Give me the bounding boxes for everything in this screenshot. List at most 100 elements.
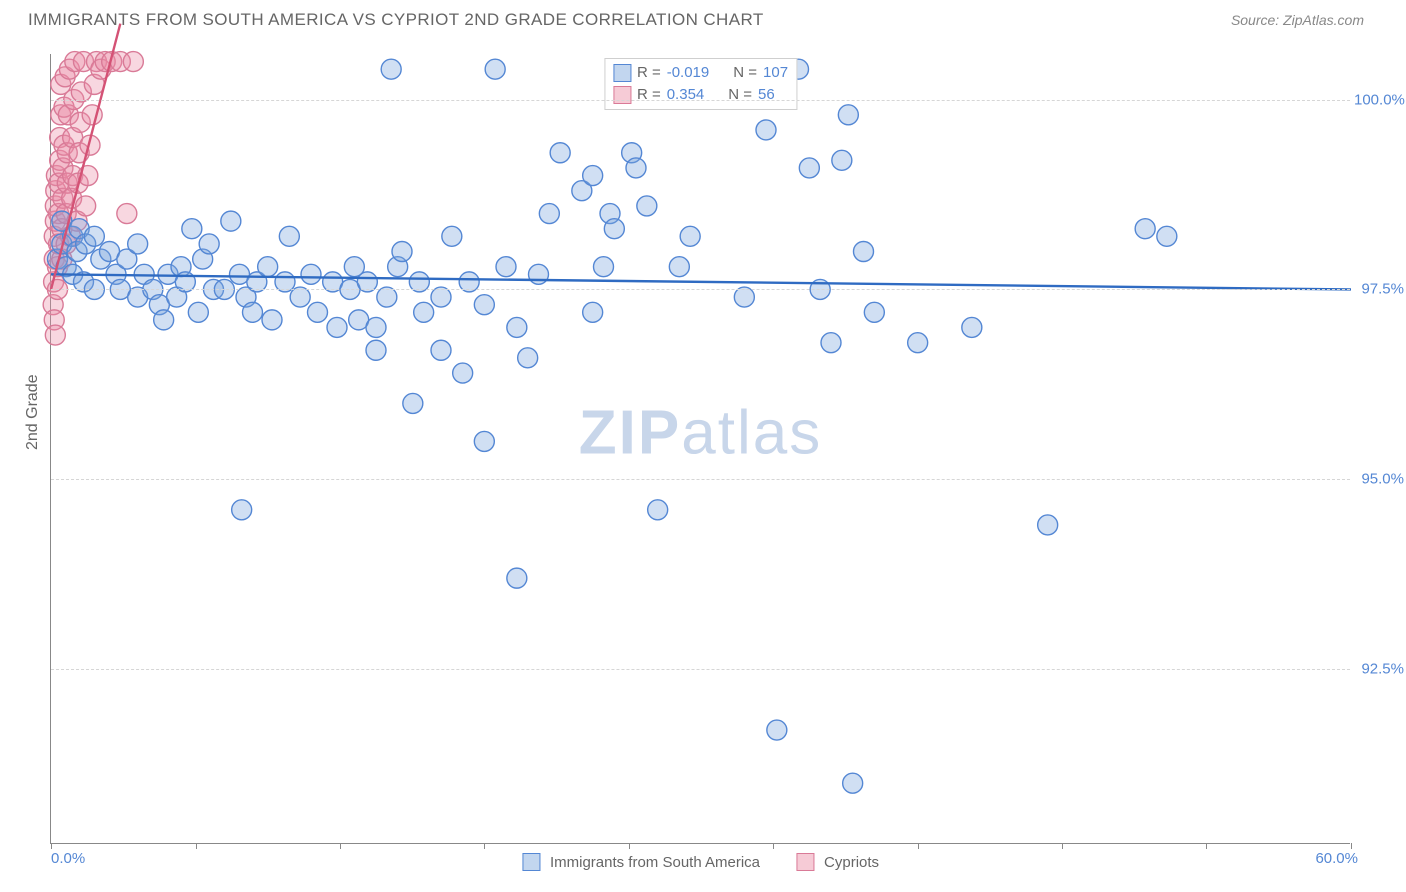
series-label-blue: Immigrants from South America xyxy=(550,854,760,871)
data-point xyxy=(199,234,219,254)
data-point xyxy=(84,226,104,246)
data-point xyxy=(594,257,614,277)
gridline xyxy=(51,479,1350,480)
data-point xyxy=(507,317,527,337)
x-tick xyxy=(773,843,774,849)
data-point xyxy=(799,158,819,178)
data-point xyxy=(669,257,689,277)
n-value-pink: 56 xyxy=(758,84,775,106)
data-point xyxy=(626,158,646,178)
data-point xyxy=(854,242,874,262)
x-tick xyxy=(196,843,197,849)
data-point xyxy=(232,500,252,520)
data-point xyxy=(431,340,451,360)
data-point xyxy=(843,773,863,793)
data-point xyxy=(864,302,884,322)
n-value-blue: 107 xyxy=(763,62,788,84)
x-tick xyxy=(51,843,52,849)
data-point xyxy=(308,302,328,322)
data-point xyxy=(76,196,96,216)
chart-svg xyxy=(51,54,1350,843)
x-tick xyxy=(1062,843,1063,849)
data-point xyxy=(485,59,505,79)
x-tick xyxy=(918,843,919,849)
data-point xyxy=(474,295,494,315)
data-point xyxy=(442,226,462,246)
data-point xyxy=(821,333,841,353)
data-point xyxy=(243,302,263,322)
data-point xyxy=(908,333,928,353)
data-point xyxy=(539,204,559,224)
data-point xyxy=(188,302,208,322)
series-label-pink: Cypriots xyxy=(824,854,879,871)
source-label: Source: ZipAtlas.com xyxy=(1231,12,1364,28)
data-point xyxy=(301,264,321,284)
data-point xyxy=(221,211,241,231)
data-point xyxy=(604,219,624,239)
data-point xyxy=(279,226,299,246)
data-point xyxy=(453,363,473,383)
x-max-label: 60.0% xyxy=(1315,850,1358,867)
y-tick-label: 92.5% xyxy=(1354,661,1404,678)
data-point xyxy=(962,317,982,337)
chart-title: IMMIGRANTS FROM SOUTH AMERICA VS CYPRIOT… xyxy=(28,10,764,30)
r-label: R = xyxy=(637,62,661,84)
data-point xyxy=(1038,515,1058,535)
data-point xyxy=(128,234,148,254)
correlation-legend: R = -0.019 N = 107 R = 0.354 N = 56 xyxy=(604,58,797,110)
data-point xyxy=(381,59,401,79)
legend-row-blue: R = -0.019 N = 107 xyxy=(613,62,788,84)
data-point xyxy=(474,431,494,451)
data-point xyxy=(366,340,386,360)
data-point xyxy=(123,52,143,72)
legend-swatch-pink-icon xyxy=(613,86,631,104)
x-tick xyxy=(629,843,630,849)
data-point xyxy=(583,166,603,186)
gridline xyxy=(51,289,1350,290)
gridline xyxy=(51,100,1350,101)
legend-swatch-blue-icon xyxy=(522,853,540,871)
data-point xyxy=(838,105,858,125)
y-tick-label: 97.5% xyxy=(1354,281,1404,298)
data-point xyxy=(262,310,282,330)
data-point xyxy=(767,720,787,740)
y-tick-label: 100.0% xyxy=(1354,91,1404,108)
legend-swatch-blue-icon xyxy=(613,64,631,82)
legend-swatch-pink-icon xyxy=(796,853,814,871)
series-legend: Immigrants from South America Cypriots xyxy=(522,853,879,871)
x-min-label: 0.0% xyxy=(51,850,85,867)
y-axis-label: 2nd Grade xyxy=(24,374,42,450)
data-point xyxy=(518,348,538,368)
data-point xyxy=(1157,226,1177,246)
data-point xyxy=(550,143,570,163)
data-point xyxy=(366,317,386,337)
data-point xyxy=(182,219,202,239)
data-point xyxy=(45,325,65,345)
x-tick xyxy=(340,843,341,849)
data-point xyxy=(507,568,527,588)
x-tick xyxy=(1206,843,1207,849)
data-point xyxy=(529,264,549,284)
data-point xyxy=(637,196,657,216)
data-point xyxy=(832,150,852,170)
legend-row-pink: R = 0.354 N = 56 xyxy=(613,84,788,106)
data-point xyxy=(117,204,137,224)
data-point xyxy=(680,226,700,246)
y-tick-label: 95.0% xyxy=(1354,471,1404,488)
data-point xyxy=(327,317,347,337)
plot-area: ZIPatlas R = -0.019 N = 107 R = 0.354 N … xyxy=(50,54,1350,844)
data-point xyxy=(756,120,776,140)
data-point xyxy=(258,257,278,277)
r-label: R = xyxy=(637,84,661,106)
x-tick xyxy=(484,843,485,849)
data-point xyxy=(403,393,423,413)
gridline xyxy=(51,669,1350,670)
data-point xyxy=(392,242,412,262)
x-tick xyxy=(1351,843,1352,849)
data-point xyxy=(496,257,516,277)
data-point xyxy=(648,500,668,520)
n-label: N = xyxy=(728,84,752,106)
data-point xyxy=(414,302,434,322)
r-value-blue: -0.019 xyxy=(667,62,710,84)
n-label: N = xyxy=(733,62,757,84)
